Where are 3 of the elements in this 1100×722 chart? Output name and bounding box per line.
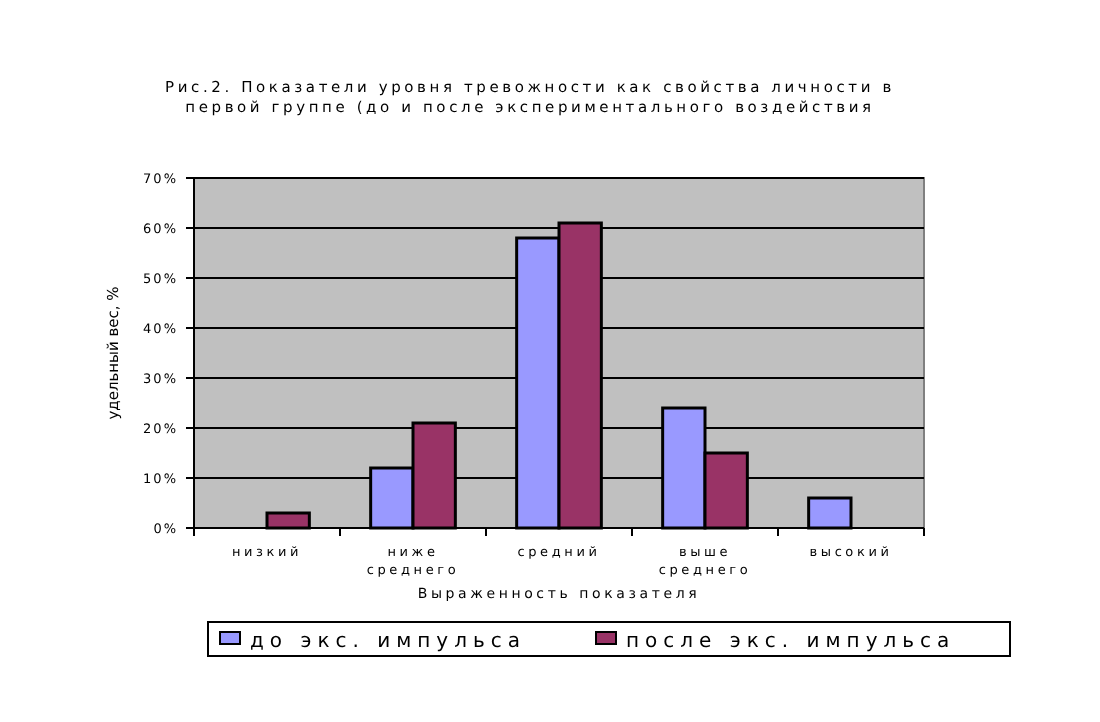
legend-label: после экс. импульса xyxy=(626,631,956,653)
legend-label: до экс. импульса xyxy=(250,631,527,653)
bar xyxy=(807,496,853,530)
